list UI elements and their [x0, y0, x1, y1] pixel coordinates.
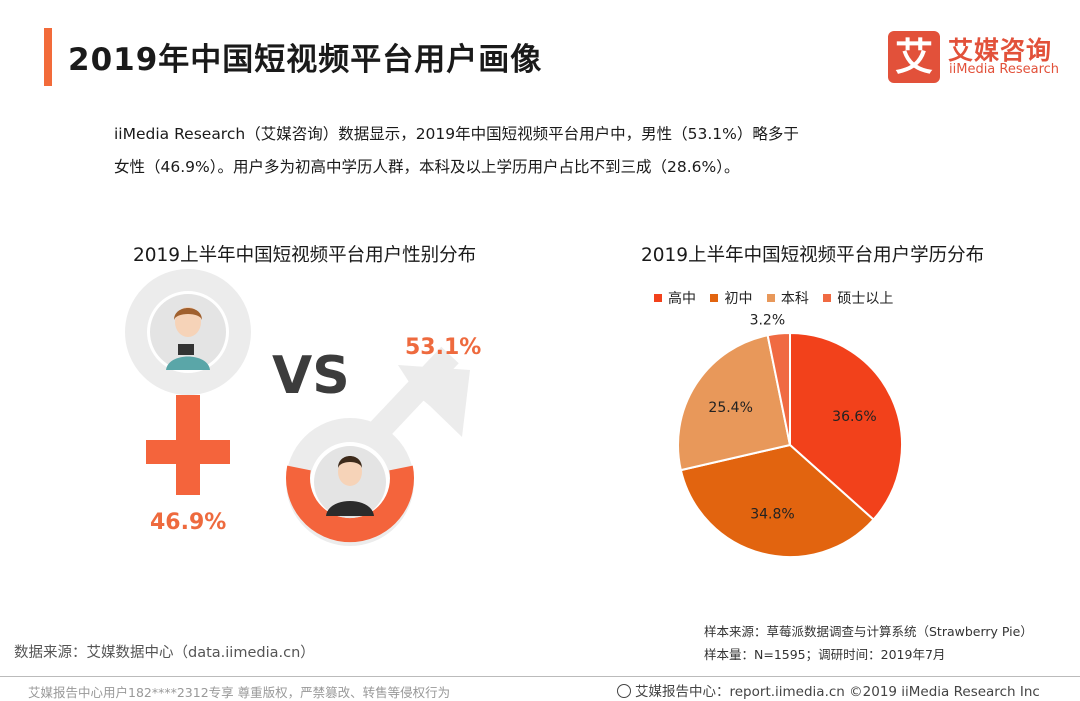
legend-label: 初中 [724, 291, 753, 307]
data-source: 数据来源：艾媒数据中心（data.iimedia.cn） [14, 645, 315, 661]
education-chart-title: 2019上半年中国短视频平台用户学历分布 [641, 245, 985, 266]
pie-slice-bachelor [677, 334, 792, 472]
vs-label: VS [272, 346, 350, 406]
legend-swatch-bachelor [766, 294, 775, 302]
legend-swatch-high-school [654, 294, 662, 302]
education-legend: 高中 初中 本科 硕士以上 [654, 288, 903, 308]
summary-line-2: 女性（46.9%）。用户多为初高中学历人群，本科及以上学历用户占比不到三成（28… [114, 158, 740, 176]
male-percent: 53.1% [405, 335, 482, 360]
female-symbol [125, 269, 251, 495]
legend-label: 高中 [668, 291, 696, 307]
pie-slice-junior-high [679, 443, 875, 558]
legend-item: 初中 [710, 288, 752, 308]
gender-pictograph: VS [125, 269, 470, 546]
pie-label-junior-high: 34.8% [750, 506, 794, 522]
legend-item: 本科 [766, 288, 809, 308]
logo-text-cn: 艾媒咨询 [948, 36, 1053, 65]
female-percent: 46.9% [150, 510, 227, 535]
female-avatar [150, 294, 226, 370]
footer-report-center-text[interactable]: 艾媒报告中心：report.iimedia.cn ©2019 iiMedia R… [635, 684, 1040, 700]
gender-chart-title: 2019上半年中国短视频平台用户性别分布 [133, 245, 477, 266]
footer-divider [0, 676, 1080, 677]
logo-mark: 艾 [888, 31, 940, 83]
legend-label: 本科 [780, 291, 809, 307]
legend-swatch-master [823, 294, 832, 302]
pie-label-high-school: 36.6% [832, 409, 876, 425]
education-pie-chart: 36.6% 34.8% 25.4% 3.2% [677, 313, 903, 558]
globe-icon [617, 684, 631, 698]
pie-label-master: 3.2% [750, 313, 786, 329]
summary-text: iiMedia Research（艾媒咨询）数据显示，2019年中国短视频平台用… [114, 118, 914, 184]
pie-slice-high-school [789, 331, 903, 522]
page-title: 2019年中国短视频平台用户画像 [68, 42, 543, 78]
footer-copyright-notice: 艾媒报告中心用户182****2312专享 尊重版权，严禁篡改、转售等侵权行为 [28, 685, 451, 700]
male-symbol [286, 346, 470, 546]
title-accent-bar [44, 28, 52, 86]
sample-source: 样本来源：草莓派数据调查与计算系统（Strawberry Pie） [704, 624, 1033, 639]
legend-item: 高中 [654, 288, 696, 308]
male-avatar [314, 446, 386, 518]
sample-size: 样本量：N=1595；调研时间：2019年7月 [704, 647, 946, 662]
legend-item: 硕士以上 [823, 288, 893, 308]
sample-info: 样本来源：草莓派数据调查与计算系统（Strawberry Pie） 样本量：N=… [704, 620, 1033, 666]
pie-slice-master [766, 331, 791, 446]
pie-label-bachelor: 25.4% [708, 400, 752, 416]
logo-text-en: iiMedia Research [949, 62, 1060, 77]
legend-label: 硕士以上 [837, 291, 894, 307]
summary-line-1: iiMedia Research（艾媒咨询）数据显示，2019年中国短视频平台用… [114, 125, 799, 143]
legend-swatch-junior-high [710, 294, 719, 302]
footer-report-center: 艾媒报告中心：report.iimedia.cn ©2019 iiMedia R… [617, 680, 1040, 700]
